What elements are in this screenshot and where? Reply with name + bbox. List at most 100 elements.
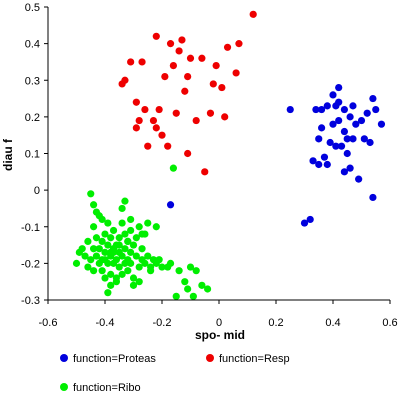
data-point [121,230,129,238]
axes: -0.6 -0.4 -0.2 0 0.2 0.4 0.6 -0.3 -0.2 -0.1 0 0.1 0.… [21,2,398,329]
data-point [164,142,172,150]
legend-label: function=Resp [219,353,290,365]
data-point [369,94,377,103]
data-point [115,241,123,249]
data-point [175,267,183,275]
data-point [118,204,126,213]
data-point [332,142,340,150]
x-tick-label: 0.4 [325,317,340,329]
data-point [223,43,232,51]
data-point [104,289,112,297]
legend-marker [60,354,68,362]
data-point [72,259,81,267]
y-tick-label: 0.3 [25,75,40,87]
data-point [369,193,377,202]
data-point [172,109,180,117]
data-point [337,142,346,150]
data-point [186,54,195,62]
data-point [127,259,135,267]
data-point [129,274,138,282]
data-point [349,135,357,143]
data-point [329,120,337,128]
data-point [135,116,143,125]
data-point [206,109,215,117]
series-2 [72,164,212,300]
x-tick-label: -0.4 [96,317,115,329]
data-point [138,58,146,66]
data-point [235,40,243,48]
data-point [132,124,140,132]
data-point [155,105,163,114]
data-point [135,223,143,231]
data-point [184,72,192,81]
data-point [184,285,192,293]
data-point [340,105,348,114]
data-point [141,105,149,114]
data-point [300,219,309,227]
data-point [84,263,92,271]
data-point [92,252,101,260]
data-point [340,127,348,136]
data-point [201,168,209,176]
data-point [326,138,334,147]
data-point [360,135,368,143]
data-point [132,252,140,260]
data-point [377,120,386,128]
data-point [192,267,200,275]
x-tick-label: 0.6 [382,317,397,329]
data-point [101,248,109,256]
legend-label: function=Ribo [73,382,141,394]
data-point [346,164,354,172]
data-point [118,252,126,260]
data-point [329,91,337,99]
data-point [87,256,95,264]
data-point [355,175,363,183]
data-point [286,105,294,114]
data-point [181,278,189,286]
y-tick-label: 0.2 [25,112,40,124]
data-point [189,292,197,300]
data-point [127,226,135,235]
data-point [335,83,343,92]
data-point [152,223,160,231]
legend-label: function=Proteas [73,353,156,365]
data-point [127,215,135,224]
x-tick-label: 0.2 [268,317,283,329]
data-point [112,274,120,282]
data-point [357,116,366,125]
legend-marker [206,354,214,362]
data-point [121,197,129,205]
data-point [343,149,351,158]
data-point [107,234,115,242]
data-point [166,201,175,209]
data-point [184,149,192,158]
data-point [198,281,206,289]
data-point [340,168,348,176]
x-tick-label: 0 [216,317,222,329]
data-point [312,105,320,114]
data-point [132,234,140,242]
x-tick-label: -0.6 [39,317,58,329]
data-point [315,160,323,169]
x-axis-title: spo- mid [195,328,245,342]
data-point [92,208,101,216]
data-point [84,237,92,245]
data-point [132,98,140,106]
data-point [309,157,317,165]
data-point [95,245,103,253]
data-point [107,281,115,289]
data-point [144,142,152,150]
data-point [323,160,331,169]
data-point [147,267,155,275]
data-point [109,248,118,256]
data-point [366,138,374,147]
data-point [323,102,331,110]
data-point [104,219,112,227]
data-point [192,116,200,125]
data-point [107,270,115,278]
data-point [104,241,112,249]
data-point [158,263,166,271]
series-1 [118,10,257,176]
data-point [155,256,163,264]
